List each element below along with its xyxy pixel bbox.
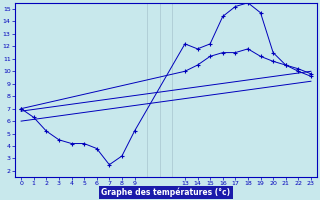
X-axis label: Graphe des températures (°c): Graphe des températures (°c)	[101, 188, 231, 197]
